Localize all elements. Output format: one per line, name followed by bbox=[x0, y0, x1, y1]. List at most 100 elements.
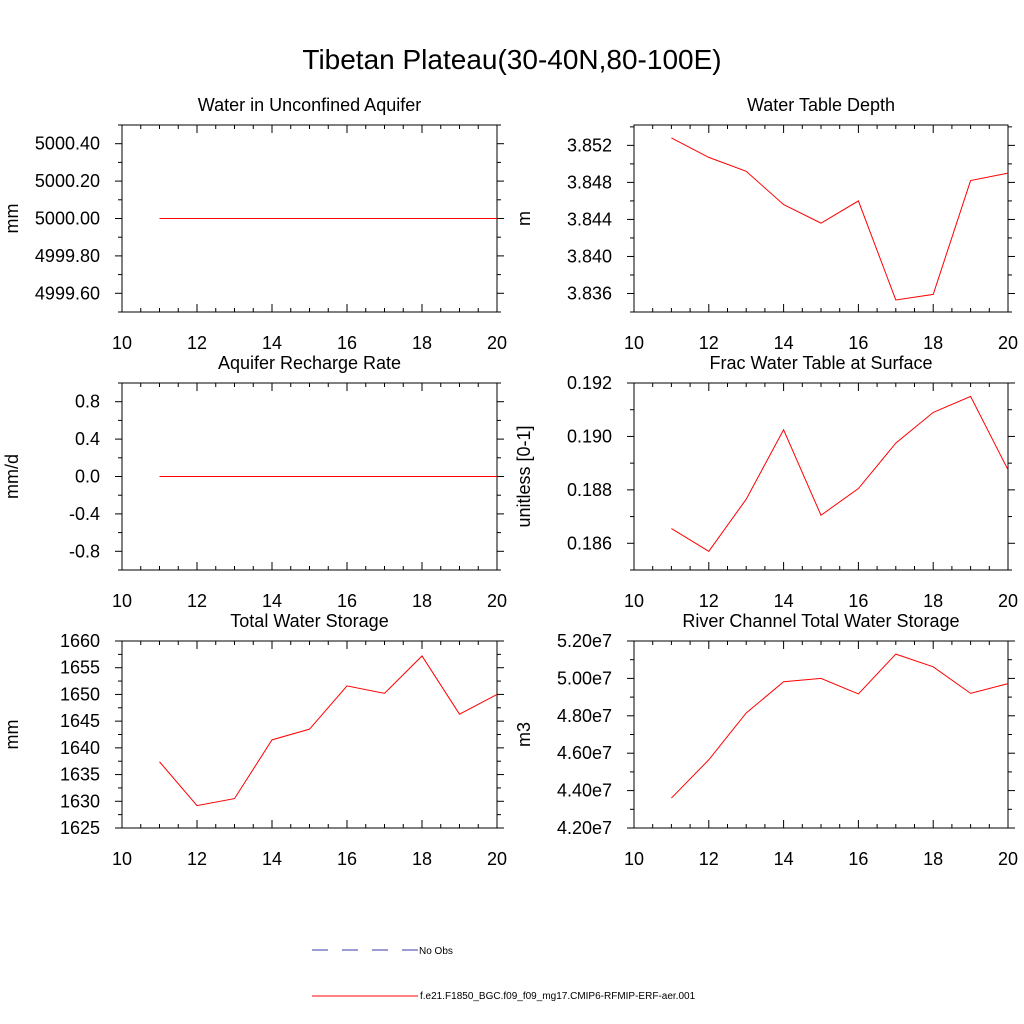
series-line bbox=[159, 655, 498, 807]
x-tick-label: 12 bbox=[699, 591, 719, 611]
x-tick-label: 10 bbox=[112, 591, 132, 611]
y-axis-label: unitless [0-1] bbox=[514, 425, 534, 527]
y-tick-label: 0.188 bbox=[567, 480, 612, 500]
x-tick-label: 14 bbox=[774, 591, 794, 611]
y-axis-label: mm/d bbox=[2, 454, 22, 499]
y-tick-label: 3.836 bbox=[567, 283, 612, 303]
y-tick-label: 3.848 bbox=[567, 172, 612, 192]
y-tick-label: 4999.60 bbox=[35, 283, 100, 303]
x-tick-label: 10 bbox=[624, 849, 644, 869]
series-line bbox=[671, 395, 1009, 552]
series-line bbox=[671, 653, 1009, 799]
x-tick-label: 20 bbox=[998, 591, 1018, 611]
y-tick-label: 1660 bbox=[60, 631, 100, 651]
panel-6: River Channel Total Water Storage m3 10 12 1… bbox=[514, 611, 1018, 869]
y-tick-label: 1635 bbox=[60, 765, 100, 785]
y-tick-label: 3.840 bbox=[567, 246, 612, 266]
panel-title: Water Table Depth bbox=[747, 95, 895, 115]
panel-1: Water in Unconfined Aquifer mm 10 12 14 16 18 2… bbox=[2, 95, 507, 353]
y-tick-label: 1645 bbox=[60, 711, 100, 731]
x-tick-label: 14 bbox=[262, 333, 282, 353]
y-tick-label: 1650 bbox=[60, 684, 100, 704]
y-tick-label: 0.190 bbox=[567, 426, 612, 446]
x-tick-label: 12 bbox=[187, 849, 207, 869]
x-tick-label: 18 bbox=[412, 591, 432, 611]
series-line bbox=[671, 137, 1009, 301]
panel-title: Aquifer Recharge Rate bbox=[218, 353, 401, 373]
x-tick-label: 10 bbox=[112, 333, 132, 353]
x-tick-label: 18 bbox=[412, 333, 432, 353]
x-tick-label: 20 bbox=[998, 849, 1018, 869]
panel-title: Total Water Storage bbox=[230, 611, 388, 631]
y-tick-label: -0.8 bbox=[69, 541, 100, 561]
y-tick-label: 5000.20 bbox=[35, 171, 100, 191]
y-tick-label: 4.20e7 bbox=[557, 818, 612, 838]
y-tick-label: 3.844 bbox=[567, 209, 612, 229]
x-tick-label: 20 bbox=[487, 333, 507, 353]
y-tick-label: 3.852 bbox=[567, 135, 612, 155]
legend: No Obs f.e21.F1850_BGC.f09_f09_mg17.CMIP… bbox=[312, 946, 696, 1002]
y-tick-label: 0.8 bbox=[75, 392, 100, 412]
x-tick-label: 10 bbox=[112, 849, 132, 869]
y-tick-label: 4.60e7 bbox=[557, 743, 612, 763]
panel-2: Water Table Depth m 10 12 14 16 18 20 3.836 3.840… bbox=[514, 95, 1018, 353]
plot-frame bbox=[633, 640, 1009, 829]
y-axis-label: m3 bbox=[514, 722, 534, 747]
y-tick-label: 5000.00 bbox=[35, 209, 100, 229]
x-tick-label: 20 bbox=[998, 333, 1018, 353]
y-tick-label: 0.192 bbox=[567, 373, 612, 393]
legend-obs-label: No Obs bbox=[419, 946, 453, 957]
panel-title: Frac Water Table at Surface bbox=[709, 353, 932, 373]
x-tick-label: 16 bbox=[848, 591, 868, 611]
y-tick-label: 4.40e7 bbox=[557, 781, 612, 801]
y-tick-label: 5.20e7 bbox=[557, 631, 612, 651]
y-tick-label: 5.00e7 bbox=[557, 668, 612, 688]
plot-frame bbox=[633, 382, 1009, 571]
y-tick-label: 4.80e7 bbox=[557, 706, 612, 726]
x-tick-label: 18 bbox=[923, 849, 943, 869]
x-tick-label: 20 bbox=[487, 591, 507, 611]
panel-4: Frac Water Table at Surface unitless [0-1… bbox=[514, 353, 1018, 611]
x-tick-label: 14 bbox=[774, 333, 794, 353]
x-tick-label: 14 bbox=[262, 849, 282, 869]
x-tick-label: 16 bbox=[848, 333, 868, 353]
plot-frame bbox=[633, 124, 1009, 313]
x-tick-label: 14 bbox=[774, 849, 794, 869]
x-tick-label: 16 bbox=[848, 849, 868, 869]
y-tick-label: 1655 bbox=[60, 658, 100, 678]
panel-title: River Channel Total Water Storage bbox=[682, 611, 959, 631]
y-axis-label: mm bbox=[2, 204, 22, 234]
figure-title: Tibetan Plateau(30-40N,80-100E) bbox=[302, 44, 722, 75]
x-tick-label: 10 bbox=[624, 591, 644, 611]
x-tick-label: 12 bbox=[187, 333, 207, 353]
y-tick-label: 1630 bbox=[60, 791, 100, 811]
y-axis-label: m bbox=[514, 211, 534, 226]
y-axis-label: mm bbox=[2, 720, 22, 750]
x-tick-label: 16 bbox=[337, 591, 357, 611]
panel-3: Aquifer Recharge Rate mm/d 10 12 14 16 18 20 -0.… bbox=[2, 353, 507, 611]
panel-title: Water in Unconfined Aquifer bbox=[198, 95, 421, 115]
y-tick-label: 0.4 bbox=[75, 429, 100, 449]
x-tick-label: 10 bbox=[624, 333, 644, 353]
x-tick-label: 16 bbox=[337, 849, 357, 869]
x-tick-label: 16 bbox=[337, 333, 357, 353]
x-tick-label: 12 bbox=[699, 849, 719, 869]
x-tick-label: 14 bbox=[262, 591, 282, 611]
y-tick-label: 1640 bbox=[60, 738, 100, 758]
x-tick-label: 18 bbox=[412, 849, 432, 869]
y-tick-label: 4999.80 bbox=[35, 246, 100, 266]
y-tick-label: 0.0 bbox=[75, 467, 100, 487]
legend-model-label: f.e21.F1850_BGC.f09_f09_mg17.CMIP6-RFMIP… bbox=[420, 991, 696, 1002]
y-tick-label: 0.186 bbox=[567, 533, 612, 553]
x-tick-label: 12 bbox=[187, 591, 207, 611]
x-tick-label: 12 bbox=[699, 333, 719, 353]
x-tick-label: 18 bbox=[923, 591, 943, 611]
x-tick-label: 20 bbox=[487, 849, 507, 869]
y-tick-label: 5000.40 bbox=[35, 134, 100, 154]
y-tick-label: -0.4 bbox=[69, 504, 100, 524]
y-tick-label: 1625 bbox=[60, 818, 100, 838]
x-tick-label: 18 bbox=[923, 333, 943, 353]
plot-frame bbox=[121, 640, 498, 829]
panel-5: Total Water Storage mm 10 12 14 16 18 20 1625 163… bbox=[2, 611, 507, 869]
